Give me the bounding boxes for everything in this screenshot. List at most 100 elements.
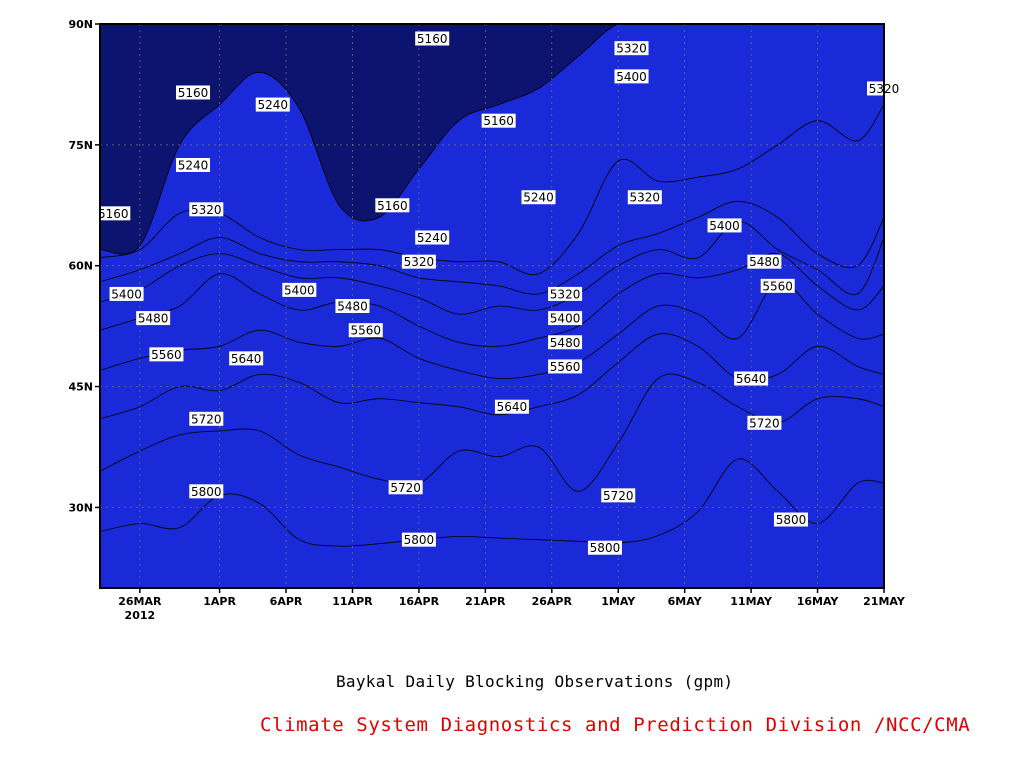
contour-label-box	[176, 158, 211, 172]
contour-label-box	[176, 85, 211, 100]
contour-label-text: 5160	[483, 114, 514, 128]
x-tick-label: 11APR	[332, 595, 373, 608]
contour-label-5720: 5720	[189, 411, 224, 426]
contour-line-5240	[100, 104, 884, 276]
contour-label-text: 5400	[550, 312, 581, 326]
contour-label-box	[415, 31, 450, 46]
contour-label-box	[415, 230, 450, 245]
contour-label-text: 5560	[550, 360, 581, 374]
x-tick-label: 21APR	[465, 595, 506, 608]
contour-label-5480: 5480	[747, 254, 782, 269]
contour-label-box	[747, 254, 782, 269]
contour-label-text: 5240	[417, 231, 448, 245]
contour-label-box	[282, 282, 317, 297]
contour-label-5320: 5320	[189, 202, 224, 217]
contour-label-text: 5320	[191, 203, 222, 217]
contour-label-box	[548, 359, 583, 374]
contour-label-5160: 5160	[415, 31, 450, 46]
contour-label-5720: 5720	[388, 480, 423, 495]
contour-label-text: 5400	[616, 70, 647, 84]
contour-label-5640: 5640	[494, 399, 529, 414]
contour-label-5560: 5560	[760, 278, 795, 293]
x-tick-label: 16APR	[399, 595, 440, 608]
contour-label-box	[601, 488, 636, 503]
contour-label-5400: 5400	[109, 286, 144, 301]
contour-labels: 5160 5160 5240 5240 5320 5160 5160 5160 5240 5240…	[96, 31, 901, 555]
contour-label-5320: 5320	[548, 286, 583, 301]
credit-line: Climate System Diagnostics and Predictio…	[260, 714, 971, 736]
contour-label-text: 5800	[191, 485, 222, 499]
contour-label-5400: 5400	[707, 218, 742, 233]
contour-label-text: 5560	[762, 279, 793, 293]
contour-label-box	[548, 335, 583, 350]
contour-label-text: 5320	[630, 191, 661, 205]
contour-label-text: 5720	[191, 412, 222, 426]
contour-label-box	[401, 532, 436, 547]
contour-label-text: 5400	[111, 287, 142, 301]
x-tick-label: 1MAY	[601, 595, 636, 608]
contour-label-text: 5160	[377, 199, 408, 213]
y-tick-label: 45N	[68, 381, 93, 394]
y-tick-label: 90N	[68, 18, 93, 31]
contour-label-5320: 5320	[627, 190, 662, 205]
contour-label-5400: 5400	[282, 282, 317, 297]
contour-label-5400: 5400	[548, 311, 583, 326]
contour-label-box	[401, 254, 436, 269]
contour-label-text: 5800	[404, 533, 435, 547]
contour-label-text: 5720	[749, 416, 780, 430]
contour-label-5480: 5480	[335, 299, 370, 314]
contour-label-text: 5240	[257, 98, 288, 112]
contour-label-5480: 5480	[136, 311, 171, 326]
contour-label-5240: 5240	[176, 158, 211, 173]
plot-frame	[99, 23, 885, 589]
contour-label-box	[587, 540, 622, 555]
contour-label-text: 5640	[736, 372, 767, 386]
contour-label-box	[375, 198, 410, 213]
contour-label-box	[747, 415, 782, 430]
contour-label-5160: 5160	[176, 85, 211, 100]
contour-label-text: 5560	[151, 348, 182, 362]
x-tick-year-label: 2012	[125, 609, 156, 622]
contour-label-5400: 5400	[614, 69, 649, 84]
contour-label-box	[627, 190, 662, 205]
contour-label-text: 5720	[603, 489, 634, 503]
contour-label-box	[255, 97, 290, 112]
contour-label-text: 5480	[337, 300, 368, 314]
contour-label-box	[109, 286, 144, 301]
contour-label-text: 5240	[178, 159, 209, 173]
contour-label-text: 5240	[523, 191, 554, 205]
contour-label-text: 5160	[98, 207, 129, 221]
chart-caption: Baykal Daily Blocking Observations (gpm)	[336, 672, 734, 691]
contour-label-box	[614, 41, 649, 56]
contour-label-5800: 5800	[401, 532, 436, 547]
contour-label-5640: 5640	[734, 371, 769, 386]
contour-label-text: 5160	[417, 32, 448, 46]
x-tick-label: 21MAY	[863, 595, 906, 608]
contour-label-text: 5800	[776, 513, 807, 527]
x-tick-label: 26MAR	[118, 595, 162, 608]
contour-label-5320: 5320	[401, 254, 436, 269]
contour-label-box	[548, 286, 583, 301]
contour-label-box	[494, 399, 529, 414]
contour-label-box	[96, 206, 131, 221]
contour-line-5560	[100, 281, 884, 380]
contour-label-box	[189, 411, 224, 426]
contour-label-box	[707, 218, 742, 233]
contour-label-box	[388, 480, 423, 495]
contour-label-5560: 5560	[149, 347, 184, 362]
contour-label-box	[149, 347, 184, 362]
axes: 26MAR 1APR 6APR 11APR 16APR 21APR 26APR 1MAY 6MA…	[68, 18, 905, 622]
contour-band-above-5160	[100, 24, 884, 588]
x-tick-label: 6MAY	[668, 595, 703, 608]
contour-label-5480: 5480	[548, 335, 583, 350]
contour-label-box	[760, 278, 795, 293]
contour-label-text: 5560	[350, 324, 381, 338]
contour-label-box	[773, 512, 808, 527]
contour-label-5560: 5560	[348, 323, 383, 338]
contour-chart: 5160 5160 5240 5240 5320 5160 5160 5160 5240 5240…	[68, 18, 905, 622]
contour-label-box	[481, 113, 516, 128]
contour-label-text: 5720	[390, 481, 421, 495]
contour-label-text: 5320	[404, 255, 435, 269]
contour-label-box	[136, 311, 171, 326]
contour-label-text: 5640	[497, 400, 528, 414]
